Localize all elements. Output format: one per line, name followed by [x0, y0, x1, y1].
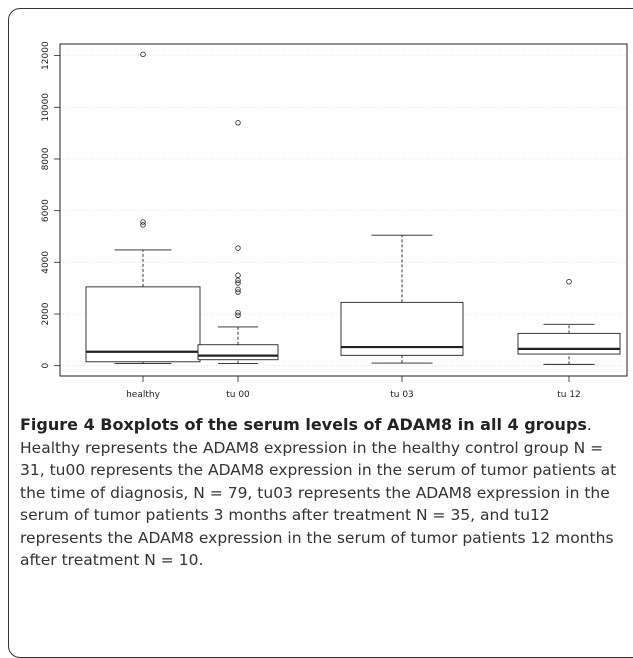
x-tick-label: healthy	[126, 390, 160, 400]
outlier	[235, 120, 241, 126]
chart: 0 2000 4000 6000 8000 10000 12000 healthy tu 00 t…	[41, 41, 628, 400]
outlier	[235, 277, 241, 284]
outlier	[235, 245, 241, 251]
x-tick-label: tu 12	[557, 390, 581, 400]
x-tick-label: tu 03	[390, 390, 414, 400]
outlier	[140, 219, 146, 225]
plot-frame	[59, 43, 628, 377]
page: {"chart_data": {"type": "boxplot", "cate…	[8, 8, 633, 658]
outlier	[235, 280, 241, 286]
outlier	[235, 310, 241, 316]
outlier	[235, 272, 241, 278]
caption: Figure 4 Boxplots of the serum levels of…	[20, 414, 620, 572]
outlier	[140, 222, 146, 228]
outlier	[235, 289, 241, 295]
box	[85, 286, 201, 363]
y-tick-label: 8000	[41, 147, 51, 170]
y-tick-label: 0	[41, 363, 51, 369]
box	[517, 332, 621, 355]
outlier	[140, 51, 146, 58]
y-tick-label: 6000	[41, 199, 51, 222]
outlier	[235, 286, 241, 293]
caption-title: Figure 4 Boxplots of the serum levels of…	[20, 415, 587, 434]
outlier	[235, 312, 241, 318]
x-tick-label: tu 00	[226, 390, 250, 400]
caption-text: . Healthy represents the ADAM8 expressio…	[20, 416, 617, 569]
y-tick-label: 2000	[41, 302, 51, 325]
y-tick-label: 4000	[41, 251, 51, 274]
outlier	[566, 278, 572, 285]
y-tick-label: 10000	[41, 93, 51, 122]
y-tick-label: 12000	[41, 41, 51, 70]
box	[197, 344, 279, 361]
